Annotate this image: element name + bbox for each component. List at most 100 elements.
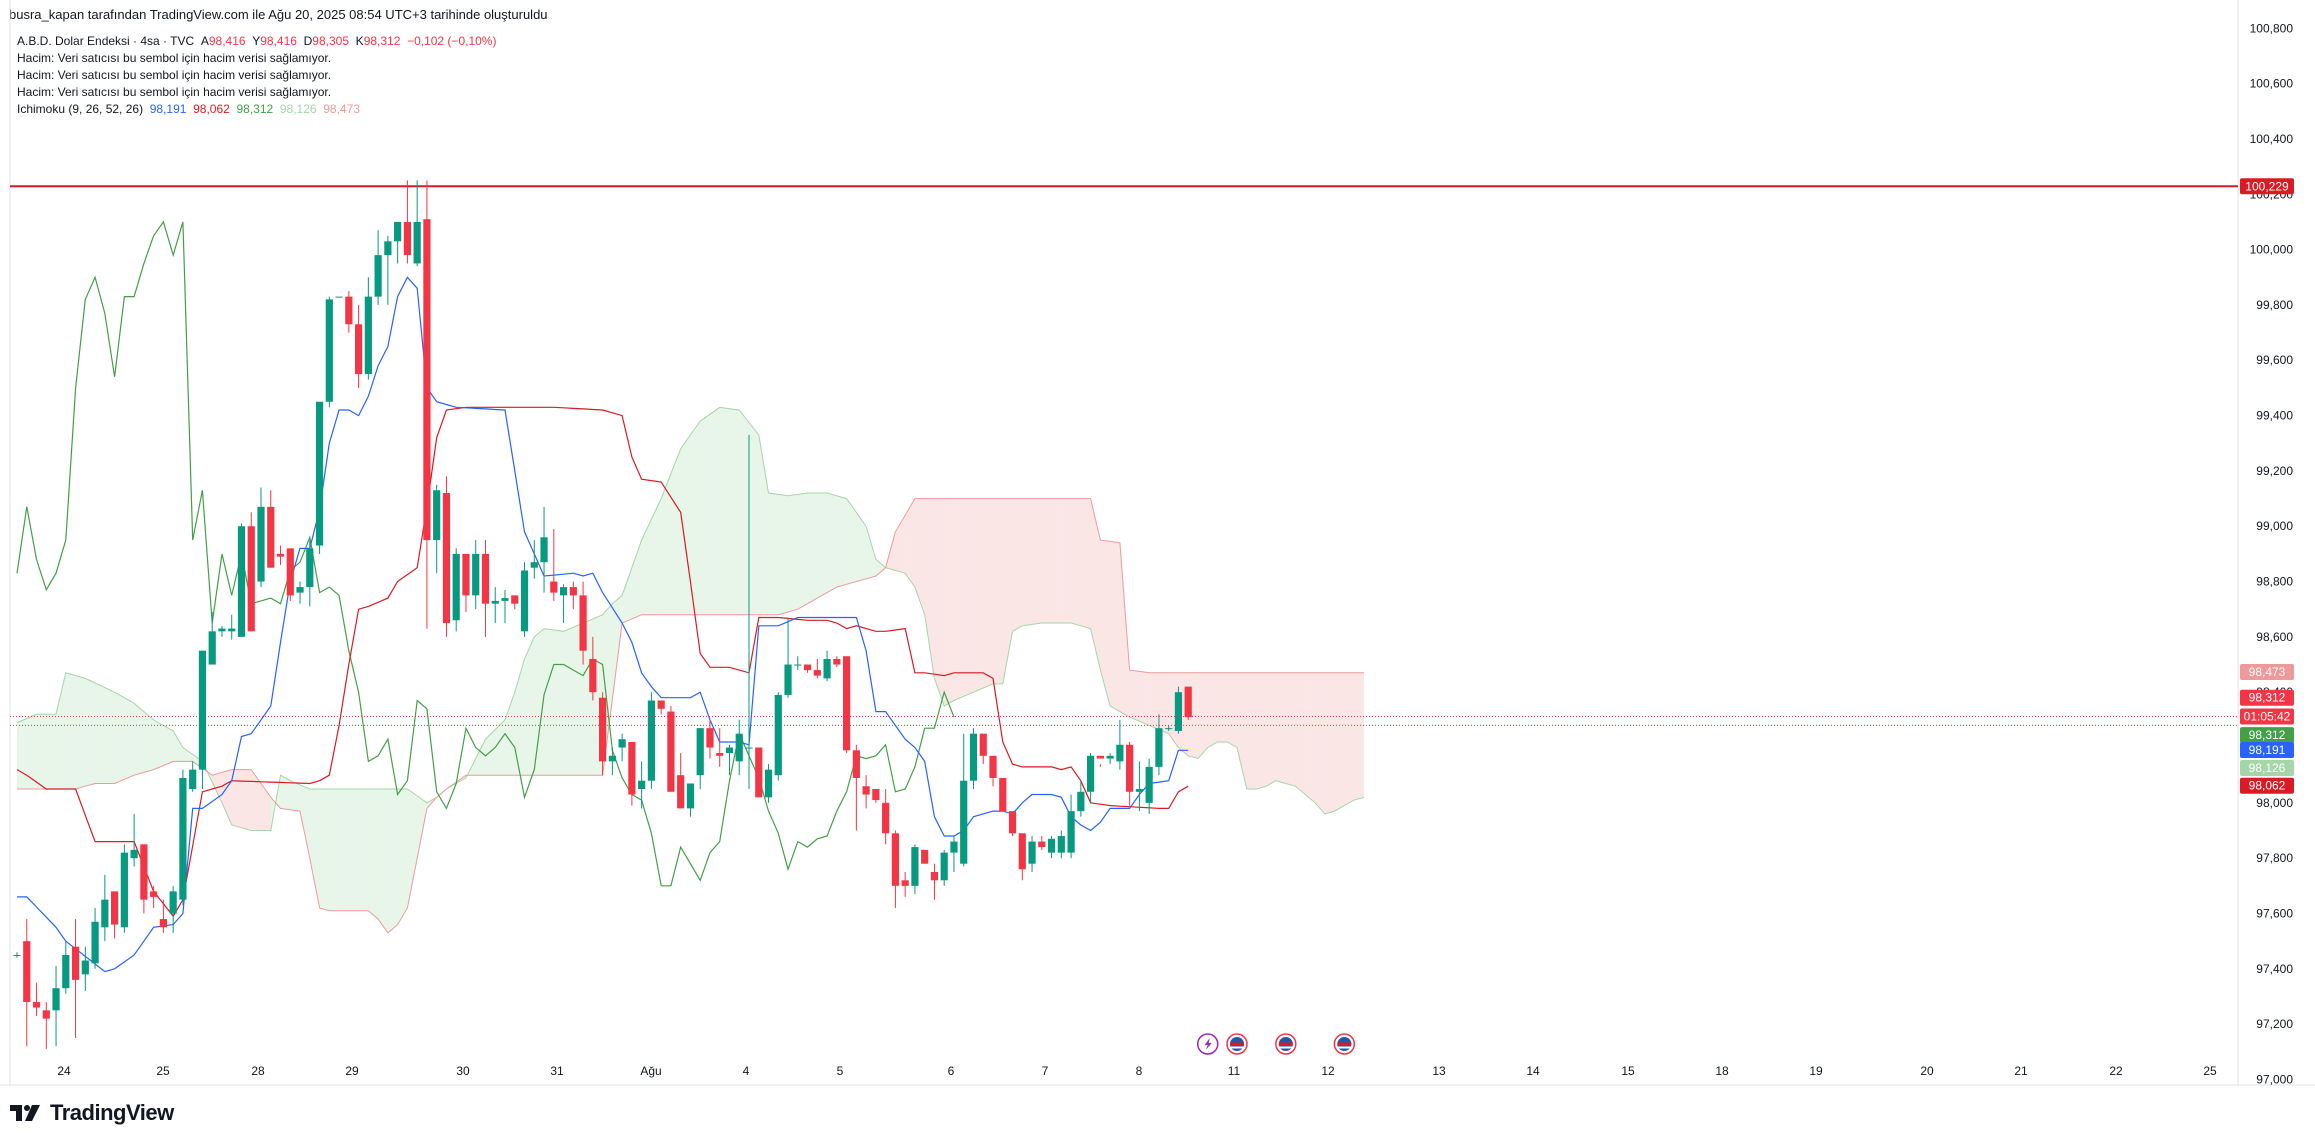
flag-event-icon[interactable] [1226, 1033, 1248, 1055]
candle-body [335, 296, 343, 298]
ichimoku-cloud-segment [1276, 672, 1286, 784]
price-axis-tick: 99,600 [2256, 353, 2293, 367]
candle-body [745, 747, 753, 749]
candle-body [52, 988, 60, 1011]
candle-body [247, 526, 255, 632]
candle-body [91, 921, 99, 964]
ichimoku-cloud-segment [1119, 542, 1130, 718]
price-axis-tick: 99,200 [2256, 464, 2293, 478]
legend-change: −0,102 (−0,10%) [407, 34, 497, 48]
flag-icon-stripe [1230, 1046, 1244, 1049]
ichimoku-cloud-segment [973, 498, 984, 693]
candle-body [384, 241, 392, 256]
legend-ichimoku-row[interactable]: Ichimoku (9, 26, 52, 26) 98,191 98,062 9… [17, 101, 496, 118]
candle-body [696, 728, 704, 776]
ichimoku-cloud-segment [231, 769, 242, 828]
candle-body [403, 221, 411, 256]
price-axis-tick: 97,400 [2256, 962, 2293, 976]
ichimoku-cloud-segment [26, 714, 37, 790]
candle-body [423, 219, 431, 541]
price-axis-tick: 99,400 [2256, 409, 2293, 423]
ichimoku-cloud-segment [1129, 670, 1140, 722]
price-label: 98,062 [2249, 779, 2286, 793]
price-label-bg [2240, 759, 2294, 776]
ichimoku-cloud-segment [495, 719, 505, 776]
price-axis-tick: 100,000 [2250, 243, 2294, 257]
ichimoku-cloud-segment [75, 675, 86, 790]
candle-body [921, 849, 929, 864]
ichimoku-conversion-value: 98,191 [149, 102, 187, 116]
ichimoku-cloud-segment [1217, 672, 1228, 742]
candle-body [140, 844, 148, 900]
candle-body [599, 697, 607, 762]
flag-icon-stripe [1278, 1042, 1293, 1046]
candle-body [286, 548, 294, 596]
ichimoku-cloud-segment [1227, 672, 1237, 748]
ichimoku-cloud-segment [1237, 672, 1247, 790]
ichimoku-cloud-segment [778, 494, 789, 615]
ichimoku-cloud-segment [553, 629, 564, 776]
tradingview-logo[interactable]: TradingView [10, 1100, 174, 1126]
candle-body [1135, 789, 1143, 792]
legend-symbol[interactable]: A.B.D. Dolar Endeksi · 4sa · TVC [17, 34, 195, 48]
candle-body [1018, 833, 1026, 870]
candle-body [159, 919, 167, 928]
candle-body [969, 733, 978, 781]
flag-event-icon[interactable] [1275, 1033, 1297, 1055]
legend-volume-row[interactable]: Hacim: Veri satıcısı bu sembol için haci… [17, 68, 332, 82]
ichimoku-cloud-segment [173, 730, 183, 762]
time-axis-tick: 7 [1042, 1064, 1049, 1078]
price-axis-tick: 100,800 [2250, 21, 2294, 35]
ichimoku-cloud-segment [768, 493, 779, 615]
time-axis-tick: 18 [1715, 1064, 1729, 1078]
ichimoku-lead-b-line [17, 498, 1364, 934]
candle-body [686, 783, 695, 809]
ichimoku-cloud-segment [953, 498, 964, 701]
flag-event-icon[interactable] [1333, 1033, 1356, 1055]
ichimoku-cloud-segment [300, 784, 310, 859]
ichimoku-cloud-segment [397, 789, 408, 925]
ichimoku-cloud-segment [1158, 672, 1169, 734]
legend-volume-row[interactable]: Hacim: Veri satıcısı bu sembol için haci… [17, 51, 332, 65]
candle-body [218, 628, 226, 632]
ichimoku-cloud-segment [104, 687, 115, 784]
ichimoku-cloud-segment [1080, 498, 1091, 629]
ichimoku-cloud-segment [1295, 672, 1306, 795]
candle-body [706, 728, 714, 748]
ichimoku-cloud-segment [856, 512, 867, 582]
candle-body [589, 659, 597, 693]
price-axis-tick: 97,800 [2256, 851, 2293, 865]
candle-body [628, 741, 636, 795]
ichimoku-cloud-segment [182, 747, 193, 762]
candle-body [618, 739, 626, 748]
price-axis-tick: 97,600 [2256, 906, 2293, 920]
ichimoku-lagging-span [16, 220, 955, 887]
ichimoku-cloud-segment [475, 739, 486, 776]
candle-body [481, 553, 490, 604]
ichimoku-cloud-segment [797, 493, 808, 610]
ichimoku-name: Ichimoku (9, 26, 52, 26) [17, 102, 144, 116]
ichimoku-cloud-segment [1032, 498, 1042, 625]
ichimoku-cloud-segment [719, 407, 730, 615]
ichimoku-cloud-segment [1041, 498, 1052, 624]
candle-body [647, 700, 655, 781]
price-axis-tick: 97,200 [2256, 1017, 2293, 1031]
ichimoku-cloud-segment [1090, 498, 1101, 671]
ichimoku-cloud-segment [1354, 672, 1364, 801]
ichimoku-cloud-segment [524, 636, 535, 776]
candle-body [559, 587, 568, 596]
tradingview-logo-text: TradingView [50, 1100, 174, 1125]
candle-body [511, 595, 519, 604]
time-axis-tick: 31 [550, 1064, 564, 1078]
legend-volume-row[interactable]: Hacim: Veri satıcısı bu sembol için haci… [17, 85, 332, 99]
price-label-bg [2240, 777, 2294, 794]
legend-high-value: 98,416 [260, 34, 297, 48]
ichimoku-cloud-segment [583, 618, 593, 776]
lightning-event-icon[interactable] [1196, 1033, 1219, 1055]
ichimoku-cloud-segment [85, 678, 96, 787]
candle-body [150, 891, 158, 897]
ichimoku-cloud-segment [1022, 498, 1033, 626]
ichimoku-cloud-segment [387, 789, 398, 933]
legend-close-value: 98,312 [363, 34, 401, 48]
